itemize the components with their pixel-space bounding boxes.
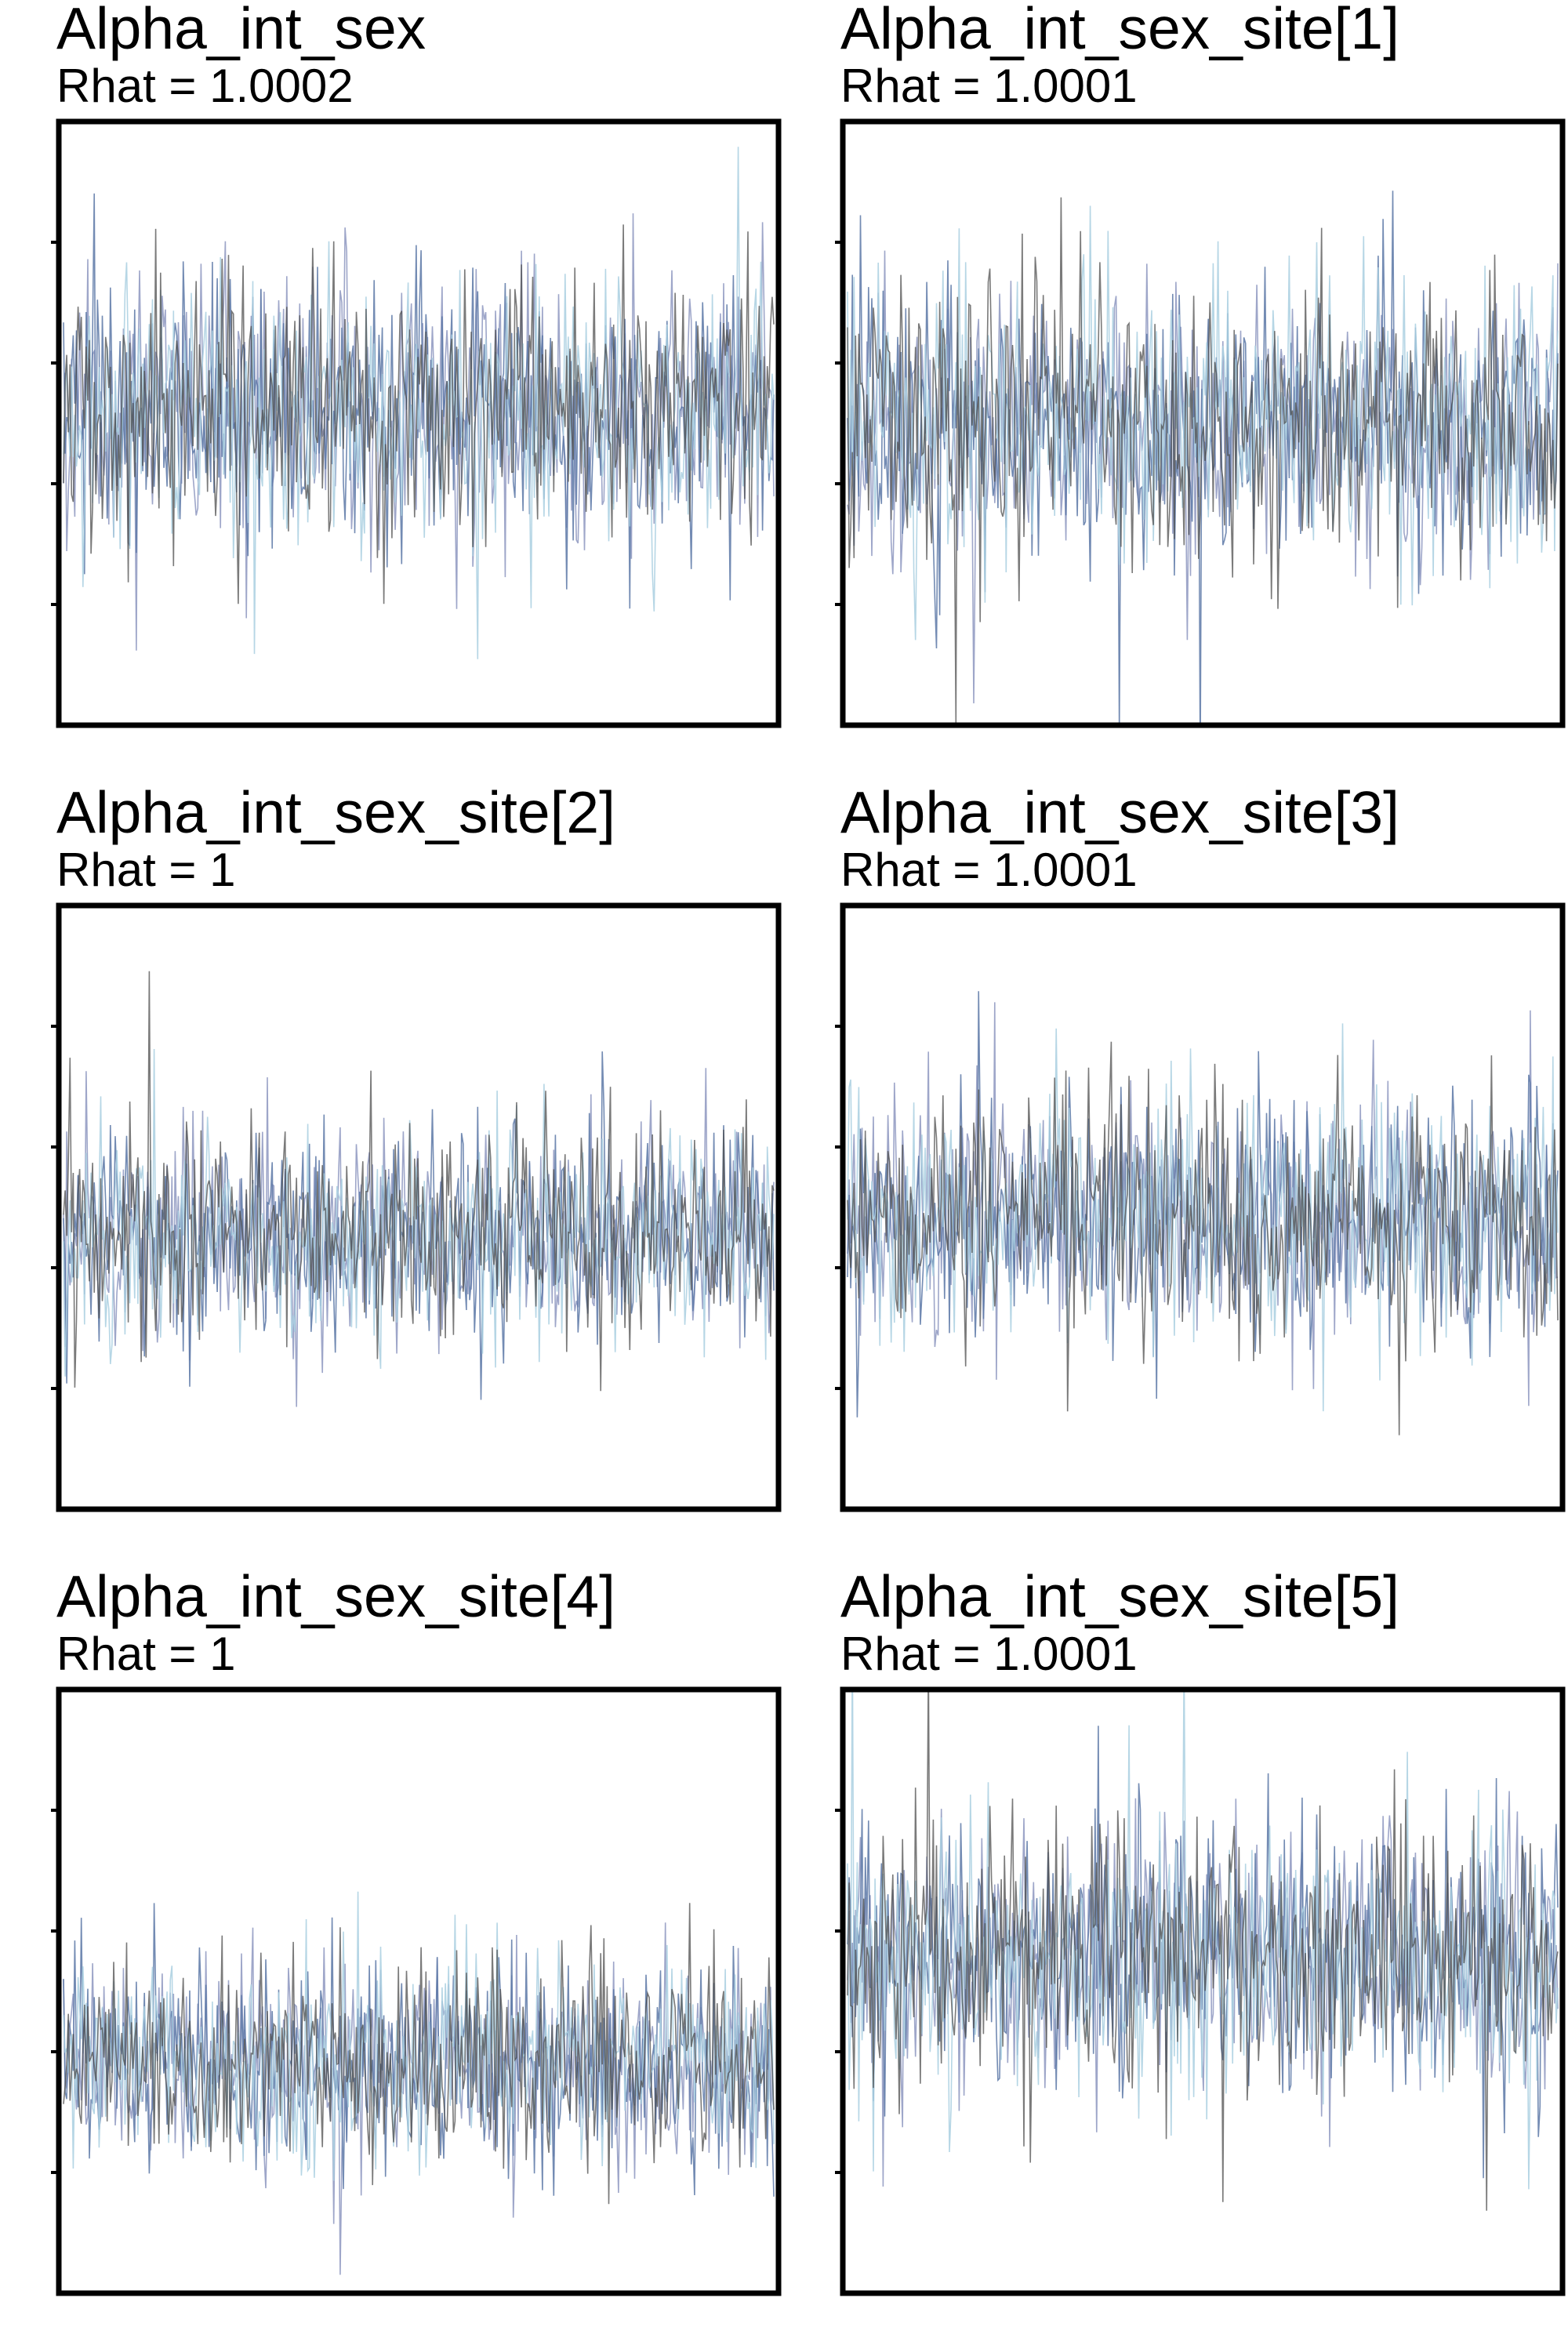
trace-lines <box>63 147 775 659</box>
trace-lines <box>847 1690 1559 2211</box>
chain-trace-3 <box>63 1891 775 2181</box>
chain-trace-1 <box>847 250 1559 704</box>
panel-alpha-int-sex-site-5: Alpha_int_sex_site[5] Rhat = 1.0001 <box>835 1563 1566 2296</box>
plot-frame <box>840 1686 1566 2296</box>
chain-trace-4 <box>847 197 1559 724</box>
panel-title: Alpha_int_sex <box>56 0 426 61</box>
panel-rhat-label: Rhat = 1.0001 <box>840 1628 1138 1680</box>
trace-lines <box>847 191 1559 725</box>
chain-trace-4 <box>63 971 775 1392</box>
plot-area <box>51 118 782 728</box>
chain-trace-3 <box>63 147 775 659</box>
panel-title: Alpha_int_sex_site[3] <box>840 779 1399 845</box>
panel-rhat-label: Rhat = 1 <box>56 844 236 896</box>
panel-rhat-label: Rhat = 1 <box>56 1628 236 1680</box>
panel-alpha-int-sex-site-2: Alpha_int_sex_site[2] Rhat = 1 <box>51 779 782 1512</box>
panel-title: Alpha_int_sex_site[5] <box>840 1563 1399 1629</box>
chain-trace-4 <box>847 1041 1559 1436</box>
chain-trace-1 <box>63 213 775 651</box>
plot-frame <box>56 1686 782 2296</box>
panel-rhat-label: Rhat = 1.0002 <box>56 60 354 112</box>
plot-frame <box>56 902 782 1512</box>
panel-alpha-int-sex-site-1: Alpha_int_sex_site[1] Rhat = 1.0001 <box>835 0 1566 728</box>
panel-alpha-int-sex: Alpha_int_sex Rhat = 1.0002 <box>51 0 782 728</box>
trace-lines <box>63 971 775 1407</box>
plot-area <box>835 118 1566 728</box>
plot-frame <box>840 902 1566 1512</box>
chain-trace-4 <box>63 1903 775 2205</box>
panel-title: Alpha_int_sex_site[2] <box>56 779 615 845</box>
panel-alpha-int-sex-site-3: Alpha_int_sex_site[3] Rhat = 1.0001 <box>835 779 1566 1512</box>
panel-title: Alpha_int_sex_site[1] <box>840 0 1399 61</box>
trace-lines <box>63 1891 775 2275</box>
chain-trace-4 <box>847 1690 1559 2211</box>
plot-frame <box>840 118 1566 728</box>
chain-trace-4 <box>63 224 775 604</box>
plot-area <box>51 1686 782 2296</box>
plot-frame <box>56 118 782 728</box>
panel-rhat-label: Rhat = 1.0001 <box>840 844 1138 896</box>
plot-area <box>51 902 782 1512</box>
plot-area <box>835 1686 1566 2296</box>
panel-rhat-label: Rhat = 1.0001 <box>840 60 1138 112</box>
panel-title: Alpha_int_sex_site[4] <box>56 1563 615 1629</box>
plot-area <box>835 902 1566 1512</box>
chain-trace-2 <box>847 991 1559 1417</box>
panel-alpha-int-sex-site-4: Alpha_int_sex_site[4] Rhat = 1 <box>51 1563 782 2296</box>
chain-trace-3 <box>847 205 1559 641</box>
trace-lines <box>847 991 1559 1436</box>
